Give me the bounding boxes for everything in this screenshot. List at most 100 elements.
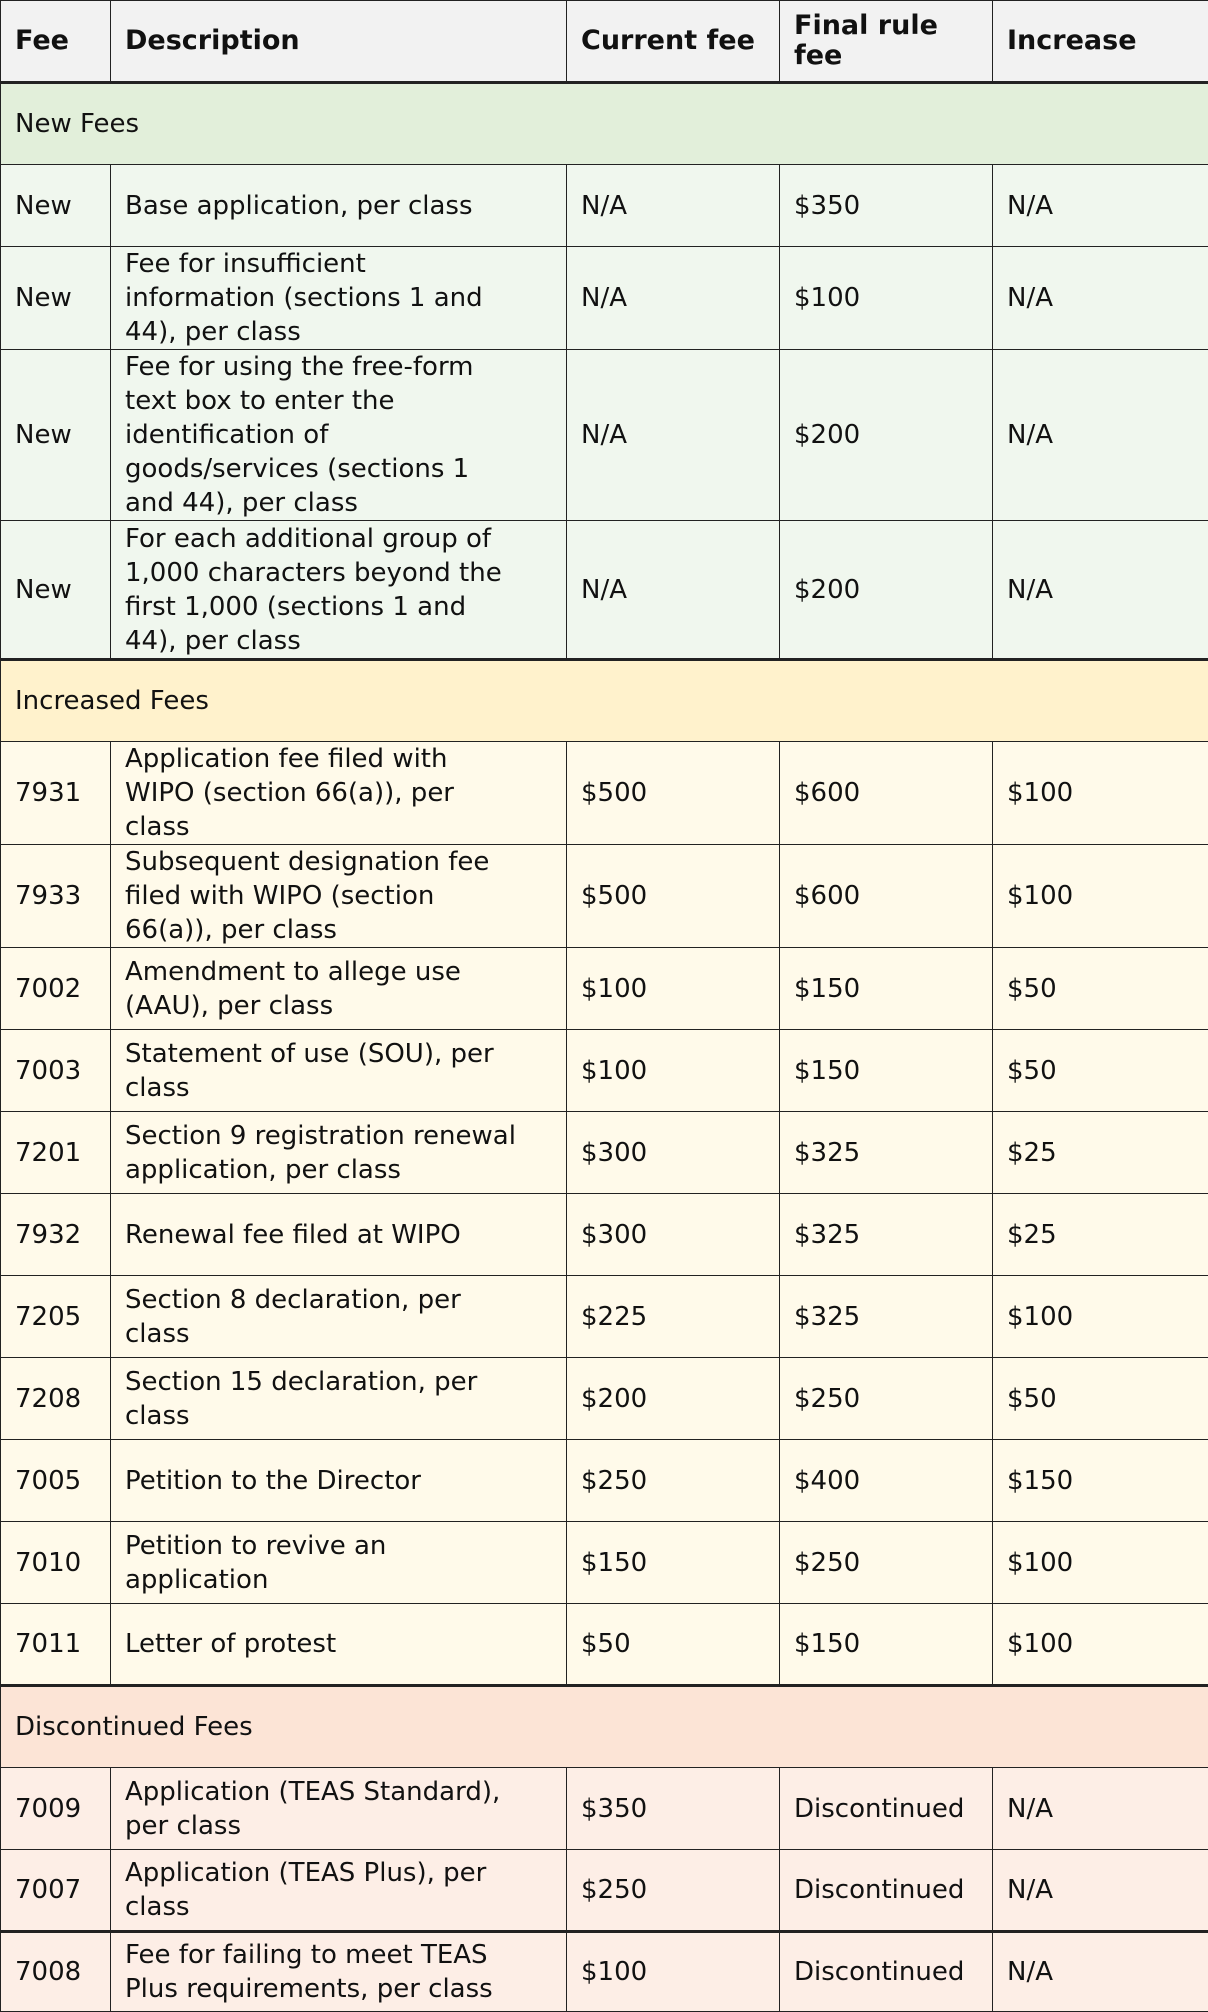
- cell-final-rule-fee: $400: [779, 1439, 993, 1522]
- cell-increase: $25: [992, 1193, 1208, 1276]
- table-row: 7208 Section 15 declaration, per class $20…: [0, 1357, 1208, 1440]
- cell-final-rule-fee: $325: [779, 1111, 993, 1194]
- cell-fee-code: New: [0, 520, 111, 661]
- section-title: Increased Fees: [0, 659, 1208, 742]
- cell-current-fee: $300: [566, 1111, 780, 1194]
- cell-current-fee: $200: [566, 1357, 780, 1440]
- cell-final-rule-fee: Discontinued: [779, 1767, 993, 1850]
- cell-current-fee: $50: [566, 1603, 780, 1687]
- cell-increase: N/A: [992, 1931, 1208, 2012]
- cell-increase: $100: [992, 1521, 1208, 1604]
- cell-final-rule-fee: $150: [779, 1029, 993, 1112]
- cell-fee-code: 7933: [0, 844, 111, 948]
- cell-final-rule-fee: $200: [779, 349, 993, 521]
- cell-increase: $100: [992, 741, 1208, 845]
- cell-description: Amendment to allege use (AAU), per class: [110, 947, 567, 1030]
- cell-increase: N/A: [992, 164, 1208, 247]
- cell-final-rule-fee: Discontinued: [779, 1849, 993, 1933]
- cell-final-rule-fee: $325: [779, 1275, 993, 1358]
- column-header-increase: Increase: [992, 0, 1208, 84]
- cell-increase: $50: [992, 1029, 1208, 1112]
- cell-current-fee: N/A: [566, 520, 780, 661]
- cell-final-rule-fee: $250: [779, 1357, 993, 1440]
- cell-final-rule-fee: $600: [779, 741, 993, 845]
- cell-description: Application (TEAS Plus), per class: [110, 1849, 567, 1933]
- column-header-final-rule-fee: Final rule fee: [779, 0, 993, 84]
- cell-description: Fee for using the free-form text box to …: [110, 349, 567, 521]
- cell-fee-code: New: [0, 246, 111, 350]
- cell-current-fee: $100: [566, 1931, 780, 2012]
- section-header-discontinued: Discontinued Fees: [0, 1685, 1208, 1768]
- cell-final-rule-fee: $200: [779, 520, 993, 661]
- table-row: New For each additional group of 1,000 ch…: [0, 520, 1208, 661]
- column-header-current-fee: Current fee: [566, 0, 780, 84]
- cell-current-fee: $500: [566, 844, 780, 948]
- cell-fee-code: 7931: [0, 741, 111, 845]
- table-row: 7932 Renewal fee filed at WIPO $300 $325 $25: [0, 1193, 1208, 1276]
- table-row: 7933 Subsequent designation fee filed wit…: [0, 844, 1208, 948]
- table-body: New Fees New Base application, per class N/…: [0, 82, 1208, 2012]
- cell-final-rule-fee: $150: [779, 1603, 993, 1687]
- column-header-description: Description: [110, 0, 567, 84]
- table-row: 7005 Petition to the Director $250 $400 $150: [0, 1439, 1208, 1522]
- cell-current-fee: $100: [566, 1029, 780, 1112]
- cell-description: For each additional group of 1,000 chara…: [110, 520, 567, 661]
- cell-increase: $50: [992, 947, 1208, 1030]
- cell-increase: $100: [992, 1603, 1208, 1687]
- cell-increase: N/A: [992, 1767, 1208, 1850]
- section-header-increased: Increased Fees: [0, 659, 1208, 742]
- cell-increase: $50: [992, 1357, 1208, 1440]
- table-row: 7201 Section 9 registration renewal appli…: [0, 1111, 1208, 1194]
- cell-final-rule-fee: $325: [779, 1193, 993, 1276]
- cell-description: Fee for failing to meet TEAS Plus requir…: [110, 1931, 567, 2012]
- cell-description: Renewal fee filed at WIPO: [110, 1193, 567, 1276]
- cell-description: Application (TEAS Standard), per class: [110, 1767, 567, 1850]
- cell-increase: N/A: [992, 349, 1208, 521]
- cell-final-rule-fee: $350: [779, 164, 993, 247]
- cell-description: Petition to revive an application: [110, 1521, 567, 1604]
- table-row: 7205 Section 8 declaration, per class $225…: [0, 1275, 1208, 1358]
- table-row: 7011 Letter of protest $50 $150 $100: [0, 1603, 1208, 1687]
- cell-description: Fee for insufficient information (sectio…: [110, 246, 567, 350]
- cell-description: Section 9 registration renewal applicati…: [110, 1111, 567, 1194]
- cell-current-fee: N/A: [566, 349, 780, 521]
- cell-fee-code: 7003: [0, 1029, 111, 1112]
- table-header: Fee Description Current fee Final rule f…: [0, 0, 1208, 84]
- cell-fee-code: 7201: [0, 1111, 111, 1194]
- cell-final-rule-fee: $600: [779, 844, 993, 948]
- cell-current-fee: $250: [566, 1849, 780, 1933]
- cell-current-fee: $500: [566, 741, 780, 845]
- cell-final-rule-fee: Discontinued: [779, 1931, 993, 2012]
- cell-increase: $100: [992, 844, 1208, 948]
- cell-current-fee: N/A: [566, 164, 780, 247]
- cell-increase: $25: [992, 1111, 1208, 1194]
- cell-description: Base application, per class: [110, 164, 567, 247]
- cell-description: Section 8 declaration, per class: [110, 1275, 567, 1358]
- cell-final-rule-fee: $150: [779, 947, 993, 1030]
- cell-fee-code: 7010: [0, 1521, 111, 1604]
- section-header-new: New Fees: [0, 82, 1208, 165]
- cell-fee-code: 7009: [0, 1767, 111, 1850]
- cell-current-fee: N/A: [566, 246, 780, 350]
- cell-description: Subsequent designation fee filed with WI…: [110, 844, 567, 948]
- section-title: Discontinued Fees: [0, 1685, 1208, 1768]
- cell-fee-code: 7002: [0, 947, 111, 1030]
- cell-current-fee: $100: [566, 947, 780, 1030]
- cell-current-fee: $225: [566, 1275, 780, 1358]
- cell-increase: N/A: [992, 246, 1208, 350]
- cell-description: Letter of protest: [110, 1603, 567, 1687]
- cell-final-rule-fee: $100: [779, 246, 993, 350]
- cell-fee-code: New: [0, 349, 111, 521]
- cell-increase: N/A: [992, 520, 1208, 661]
- table-row: New Base application, per class N/A $350 N/A: [0, 164, 1208, 247]
- table-row: New Fee for using the free-form text box …: [0, 349, 1208, 521]
- cell-current-fee: $350: [566, 1767, 780, 1850]
- cell-description: Application fee filed with WIPO (section…: [110, 741, 567, 845]
- table-row: 7007 Application (TEAS Plus), per class $2…: [0, 1849, 1208, 1933]
- cell-fee-code: 7205: [0, 1275, 111, 1358]
- cell-fee-code: 7932: [0, 1193, 111, 1276]
- table-row: 7009 Application (TEAS Standard), per cla…: [0, 1767, 1208, 1850]
- cell-current-fee: $250: [566, 1439, 780, 1522]
- table-row: 7002 Amendment to allege use (AAU), per c…: [0, 947, 1208, 1030]
- cell-fee-code: New: [0, 164, 111, 247]
